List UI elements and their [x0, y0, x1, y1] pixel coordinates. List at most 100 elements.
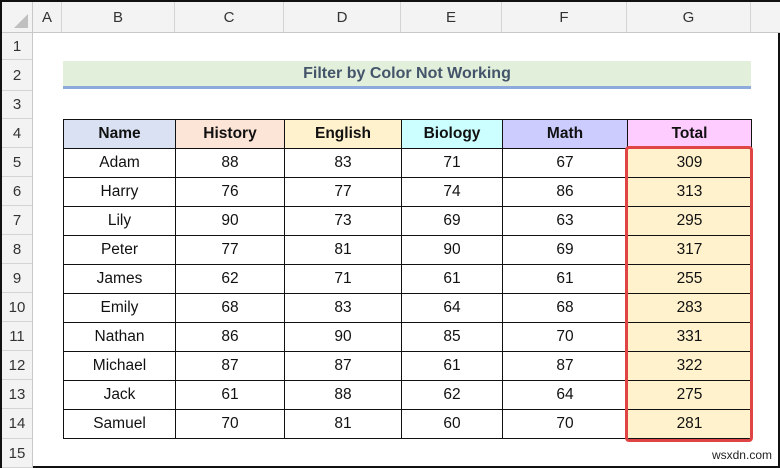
cell-history[interactable]: 87 — [175, 351, 285, 381]
cell-total[interactable]: 309 — [627, 148, 752, 178]
cell-total[interactable]: 275 — [627, 380, 752, 410]
cell-history[interactable]: 86 — [175, 322, 285, 352]
cell-total[interactable]: 281 — [627, 409, 752, 439]
cell-name[interactable]: Nathan — [63, 322, 176, 352]
row-header-7[interactable]: 7 — [2, 206, 33, 235]
row-header-13[interactable]: 13 — [2, 380, 33, 409]
watermark: wsxdn.com — [711, 448, 772, 462]
cell-history[interactable]: 90 — [175, 206, 285, 236]
cell-biology[interactable]: 62 — [401, 380, 503, 410]
cell-english[interactable]: 88 — [284, 380, 402, 410]
column-header-blank — [751, 2, 780, 33]
cell-math[interactable]: 63 — [502, 206, 628, 236]
cell-english[interactable]: 71 — [284, 264, 402, 294]
row-header-3[interactable]: 3 — [2, 91, 33, 119]
cell-math[interactable]: 67 — [502, 148, 628, 178]
cell-history[interactable]: 77 — [175, 235, 285, 265]
cell-biology[interactable]: 85 — [401, 322, 503, 352]
table-row: Lily 90 73 69 63 295 — [63, 206, 752, 236]
row-header-1[interactable]: 1 — [2, 33, 33, 60]
cell-math[interactable]: 68 — [502, 293, 628, 323]
header-history[interactable]: History — [175, 119, 285, 149]
cell-name[interactable]: Michael — [63, 351, 176, 381]
row-header-6[interactable]: 6 — [2, 177, 33, 206]
cell-name[interactable]: Adam — [63, 148, 176, 178]
row-header-9[interactable]: 9 — [2, 264, 33, 293]
cell-english[interactable]: 81 — [284, 235, 402, 265]
row-header-2[interactable]: 2 — [2, 60, 33, 91]
cell-english[interactable]: 83 — [284, 148, 402, 178]
cell-biology[interactable]: 71 — [401, 148, 503, 178]
header-total[interactable]: Total — [627, 119, 752, 149]
cell-biology[interactable]: 69 — [401, 206, 503, 236]
cell-history[interactable]: 70 — [175, 409, 285, 439]
cell-total[interactable]: 331 — [627, 322, 752, 352]
cell-name[interactable]: James — [63, 264, 176, 294]
table-row: Samuel 70 81 60 70 281 — [63, 409, 752, 439]
cell-math[interactable]: 61 — [502, 264, 628, 294]
cell-history[interactable]: 61 — [175, 380, 285, 410]
cell-total[interactable]: 322 — [627, 351, 752, 381]
cell-english[interactable]: 83 — [284, 293, 402, 323]
data-table: Name History English Biology Math Total Adam 8… — [63, 119, 752, 439]
cell-name[interactable]: Peter — [63, 235, 176, 265]
cell-biology[interactable]: 64 — [401, 293, 503, 323]
column-header-d[interactable]: D — [284, 2, 401, 33]
header-english[interactable]: English — [284, 119, 402, 149]
cell-name[interactable]: Lily — [63, 206, 176, 236]
row-header-10[interactable]: 10 — [2, 293, 33, 322]
table-header-row: Name History English Biology Math Total — [63, 119, 752, 149]
table-row: James 62 71 61 61 255 — [63, 264, 752, 294]
column-header-c[interactable]: C — [175, 2, 284, 33]
row-header-5[interactable]: 5 — [2, 148, 33, 177]
row-header-15[interactable]: 15 — [2, 439, 33, 468]
cell-english[interactable]: 87 — [284, 351, 402, 381]
cell-total[interactable]: 255 — [627, 264, 752, 294]
row-header-14[interactable]: 14 — [2, 409, 33, 439]
cell-biology[interactable]: 61 — [401, 264, 503, 294]
cell-english[interactable]: 81 — [284, 409, 402, 439]
column-header-e[interactable]: E — [401, 2, 502, 33]
header-math[interactable]: Math — [502, 119, 628, 149]
cell-total[interactable]: 295 — [627, 206, 752, 236]
cell-english[interactable]: 73 — [284, 206, 402, 236]
row-header-8[interactable]: 8 — [2, 235, 33, 264]
cell-history[interactable]: 62 — [175, 264, 285, 294]
row-header-4[interactable]: 4 — [2, 119, 33, 148]
column-header-f[interactable]: F — [502, 2, 627, 33]
cell-math[interactable]: 87 — [502, 351, 628, 381]
table-row: Jack 61 88 62 64 275 — [63, 380, 752, 410]
cell-history[interactable]: 68 — [175, 293, 285, 323]
column-header-a[interactable]: A — [33, 2, 62, 33]
cell-math[interactable]: 69 — [502, 235, 628, 265]
cell-name[interactable]: Jack — [63, 380, 176, 410]
cell-name[interactable]: Harry — [63, 177, 176, 207]
cell-biology[interactable]: 90 — [401, 235, 503, 265]
cell-math[interactable]: 64 — [502, 380, 628, 410]
cell-biology[interactable]: 74 — [401, 177, 503, 207]
cell-history[interactable]: 76 — [175, 177, 285, 207]
cell-name[interactable]: Samuel — [63, 409, 176, 439]
cell-math[interactable]: 70 — [502, 409, 628, 439]
cell-math[interactable]: 86 — [502, 177, 628, 207]
header-name[interactable]: Name — [63, 119, 176, 149]
cell-math[interactable]: 70 — [502, 322, 628, 352]
cell-total[interactable]: 313 — [627, 177, 752, 207]
cell-biology[interactable]: 61 — [401, 351, 503, 381]
select-all-corner[interactable] — [2, 2, 33, 33]
cell-name[interactable]: Emily — [63, 293, 176, 323]
column-header-g[interactable]: G — [627, 2, 751, 33]
cell-history[interactable]: 88 — [175, 148, 285, 178]
cell-english[interactable]: 77 — [284, 177, 402, 207]
cell-total[interactable]: 317 — [627, 235, 752, 265]
table-row: Peter 77 81 90 69 317 — [63, 235, 752, 265]
row-header-11[interactable]: 11 — [2, 322, 33, 351]
cell-english[interactable]: 90 — [284, 322, 402, 352]
row-header-12[interactable]: 12 — [2, 351, 33, 380]
cell-biology[interactable]: 60 — [401, 409, 503, 439]
table-row: Michael 87 87 61 87 322 — [63, 351, 752, 381]
header-biology[interactable]: Biology — [401, 119, 503, 149]
cell-total[interactable]: 283 — [627, 293, 752, 323]
column-header-b[interactable]: B — [62, 2, 175, 33]
table-row: Adam 88 83 71 67 309 — [63, 148, 752, 178]
